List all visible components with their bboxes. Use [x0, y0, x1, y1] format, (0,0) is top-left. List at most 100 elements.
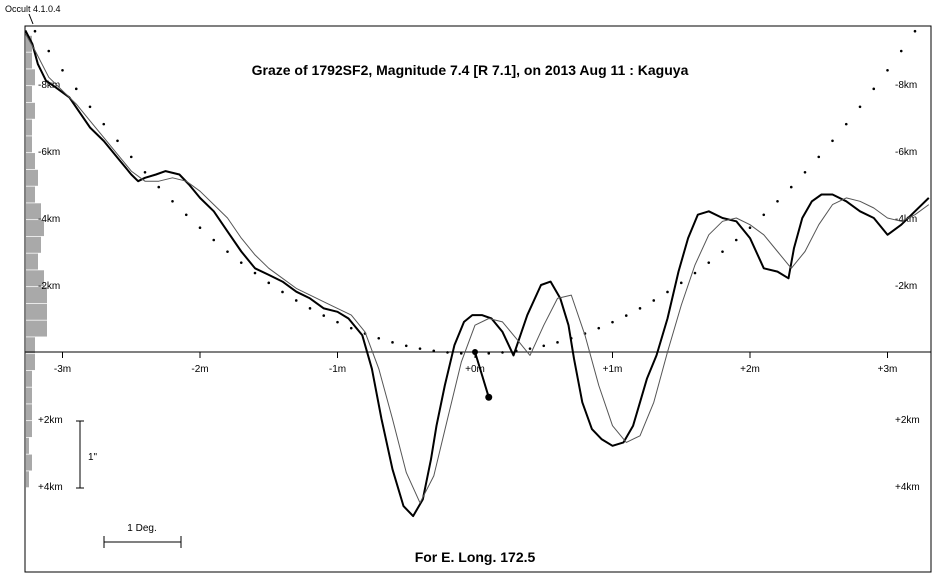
mean-limb-dot	[47, 49, 51, 53]
mean-limb-dot	[872, 87, 876, 91]
mean-limb-dot	[762, 213, 766, 217]
histogram-bar	[26, 454, 32, 471]
histogram-bar	[26, 169, 38, 186]
mean-limb-dot	[33, 29, 37, 33]
y-tick-label-left: -4km	[38, 214, 60, 225]
mean-limb-dot	[487, 352, 491, 355]
histogram-bar	[26, 287, 47, 304]
mean-limb-dot	[597, 326, 601, 330]
mean-limb-dot	[858, 105, 862, 109]
app-version-label: Occult 4.1.0.4	[5, 4, 61, 14]
histogram-bar	[26, 220, 44, 237]
mean-limb-dot	[322, 314, 326, 317]
mean-limb-dot	[624, 314, 628, 317]
mean-limb-dot	[239, 261, 243, 264]
histogram-bar	[26, 86, 32, 103]
mean-limb-dot	[886, 68, 889, 72]
histogram-bar	[26, 102, 35, 119]
mean-limb-dot	[721, 250, 724, 253]
mean-limb-dot	[707, 261, 711, 264]
y-tick-label-left: -6km	[38, 147, 60, 158]
mean-limb-dot	[528, 347, 532, 350]
arcsec-scale-bar: 1"	[76, 420, 98, 489]
degree-scale-label: 1 Deg.	[127, 523, 156, 534]
y-tick-label-left: -8km	[38, 80, 60, 91]
mean-limb-dot	[748, 226, 752, 230]
mean-limb-dot	[679, 281, 683, 285]
histogram-bar	[26, 270, 44, 287]
histogram-bar	[26, 437, 29, 454]
histogram-bar	[26, 404, 32, 421]
y-tick-label-left: +2km	[38, 415, 63, 426]
star-start-point	[472, 349, 478, 355]
degree-scale-bar: 1 Deg.	[103, 523, 182, 548]
histogram-bar	[26, 253, 38, 270]
y-tick-label-left: -2km	[38, 281, 60, 292]
y-tick-label-right: -2km	[895, 281, 917, 292]
mean-limb-dot	[294, 299, 298, 302]
mean-limb-dot	[776, 199, 779, 203]
histogram-bar	[26, 35, 32, 52]
histogram-bar	[26, 236, 41, 253]
x-tick-label: +3m	[878, 364, 898, 375]
mean-limb-dot	[913, 29, 917, 33]
mean-limb-dot	[391, 341, 394, 344]
mean-limb-dot	[556, 341, 559, 344]
mean-limb-dot	[226, 250, 229, 253]
y-axis-ticks: -8km -8km-6km -6km-4km -4km-2km -2km+2km +2km…	[38, 80, 920, 493]
y-tick-label-right: -6km	[895, 147, 917, 158]
mean-limb-dot	[74, 87, 78, 91]
histogram-bar	[26, 136, 32, 153]
chart-footer: For E. Long. 172.5	[415, 549, 536, 565]
y-tick-label-right: +2km	[895, 415, 920, 426]
star-end-point	[485, 393, 493, 401]
mean-limb-dot	[349, 326, 353, 330]
smoothed-limb-profile	[24, 33, 930, 504]
mean-limb-dot	[844, 122, 848, 126]
histogram-bar	[26, 337, 35, 354]
x-axis-ticks: -3m -2m -1m +0m +1m +2m +3m	[54, 352, 897, 375]
mean-limb-dot	[308, 307, 312, 310]
mean-limb-dot	[432, 349, 436, 353]
histogram-bar	[26, 119, 32, 136]
histogram-bar	[26, 203, 41, 220]
histogram-bar	[26, 421, 32, 438]
mean-limb-dot	[171, 199, 174, 203]
mean-limb-dot	[143, 170, 147, 174]
histogram-bar	[26, 69, 35, 86]
mean-limb-dot	[418, 347, 422, 350]
mean-limb-dot	[817, 155, 821, 159]
mean-limb-dot	[198, 226, 202, 230]
mean-limb-dot	[899, 49, 903, 53]
mean-limb-dot	[157, 185, 161, 189]
kaguya-limb-profile	[24, 29, 930, 518]
mean-limb-dot	[666, 290, 669, 294]
mean-limb-dot	[102, 122, 106, 126]
mean-limb-dot	[88, 105, 92, 109]
mean-limb-dot	[542, 344, 546, 348]
histogram-bar	[26, 52, 32, 69]
mean-limb-dot	[281, 290, 284, 294]
mean-limb-dot	[61, 68, 64, 72]
histogram-bar	[26, 186, 35, 203]
profile-series	[24, 29, 930, 518]
histogram-bar	[26, 153, 35, 170]
x-tick-label: +0m	[465, 364, 485, 375]
y-tick-label-right: +4km	[895, 482, 920, 493]
mean-limb-dot	[404, 344, 408, 348]
histogram-bar	[26, 471, 29, 488]
histogram-bar	[26, 370, 32, 387]
mean-limb-dot	[831, 139, 834, 143]
mean-limb-dot	[611, 320, 614, 324]
mean-limb-dot	[267, 281, 271, 285]
mean-limb-dot	[803, 170, 807, 174]
histogram-bar	[26, 320, 47, 337]
mean-limb-dot	[116, 139, 119, 143]
mean-limb-dot	[129, 155, 133, 159]
mean-limb-dot	[336, 320, 339, 324]
mean-limb-dot	[734, 238, 738, 242]
mean-limb-dots	[33, 29, 917, 355]
histogram-bar	[26, 387, 32, 404]
